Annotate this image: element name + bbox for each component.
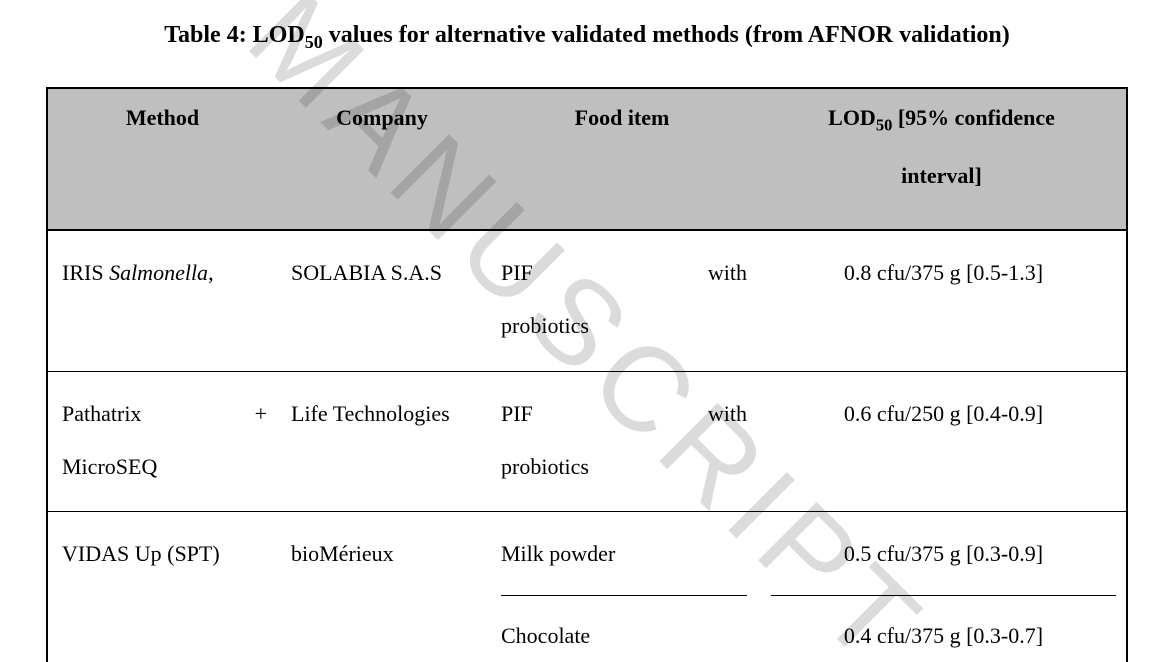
lod-table: Method Company Food item LOD50 [95% conf… bbox=[46, 87, 1128, 662]
table-row: VIDAS Up (SPT) bioMérieux Milk powder Ch… bbox=[47, 512, 1127, 662]
cell-method: VIDAS Up (SPT) bbox=[47, 512, 277, 662]
table-row: Pathatrix + MicroSEQ Life Technologies P… bbox=[47, 371, 1127, 512]
food-l1a: PIF bbox=[501, 260, 533, 285]
food-a: Milk powder bbox=[501, 528, 747, 596]
col-lod-line1-prefix: LOD bbox=[828, 105, 876, 130]
food-l1b: with bbox=[708, 401, 747, 426]
col-lod-line1-sub: 50 bbox=[876, 115, 893, 134]
col-company: Company bbox=[277, 88, 487, 230]
col-lod-line2: interval] bbox=[767, 163, 1116, 189]
lod-b: 0.4 cfu/375 g [0.3-0.7] bbox=[771, 596, 1116, 662]
food-l1a: PIF bbox=[501, 401, 533, 426]
food-b: Chocolate bbox=[501, 596, 747, 662]
food-l2: probiotics bbox=[501, 441, 747, 494]
method-text-italic: Salmonella bbox=[109, 260, 208, 285]
caption-sub: 50 bbox=[305, 32, 323, 52]
caption-prefix: Table 4: LOD bbox=[164, 22, 304, 48]
cell-food: Milk powder Chocolate bbox=[487, 512, 757, 662]
table-row: IRIS Salmonella, SOLABIA S.A.S PIF with … bbox=[47, 230, 1127, 371]
method-l1b: + bbox=[255, 401, 267, 426]
table-header-row: Method Company Food item LOD50 [95% conf… bbox=[47, 88, 1127, 230]
table-caption: Table 4: LOD50 values for alternative va… bbox=[0, 0, 1174, 87]
cell-lod: 0.6 cfu/250 g [0.4-0.9] bbox=[757, 371, 1127, 512]
caption-suffix: values for alternative validated methods… bbox=[323, 22, 1010, 48]
col-lod: LOD50 [95% confidence interval] bbox=[757, 88, 1127, 230]
cell-lod: 0.5 cfu/375 g [0.3-0.9] 0.4 cfu/375 g [0… bbox=[757, 512, 1127, 662]
method-l1a: Pathatrix bbox=[62, 401, 141, 426]
cell-company: Life Technologies bbox=[277, 371, 487, 512]
food-l2: probiotics bbox=[501, 300, 747, 353]
cell-food: PIF with probiotics bbox=[487, 371, 757, 512]
cell-lod: 0.8 cfu/375 g [0.5-1.3] bbox=[757, 230, 1127, 371]
food-l1b: with bbox=[708, 260, 747, 285]
col-food: Food item bbox=[487, 88, 757, 230]
cell-food: PIF with probiotics bbox=[487, 230, 757, 371]
method-text-trailing: , bbox=[208, 260, 214, 285]
col-lod-line1-suffix: [95% confidence bbox=[892, 105, 1055, 130]
cell-method: Pathatrix + MicroSEQ bbox=[47, 371, 277, 512]
cell-company: bioMérieux bbox=[277, 512, 487, 662]
method-text-plain: IRIS bbox=[62, 260, 109, 285]
method-l2: MicroSEQ bbox=[62, 441, 267, 494]
lod-a: 0.5 cfu/375 g [0.3-0.9] bbox=[771, 528, 1116, 596]
col-method: Method bbox=[47, 88, 277, 230]
cell-method: IRIS Salmonella, bbox=[47, 230, 277, 371]
cell-company: SOLABIA S.A.S bbox=[277, 230, 487, 371]
